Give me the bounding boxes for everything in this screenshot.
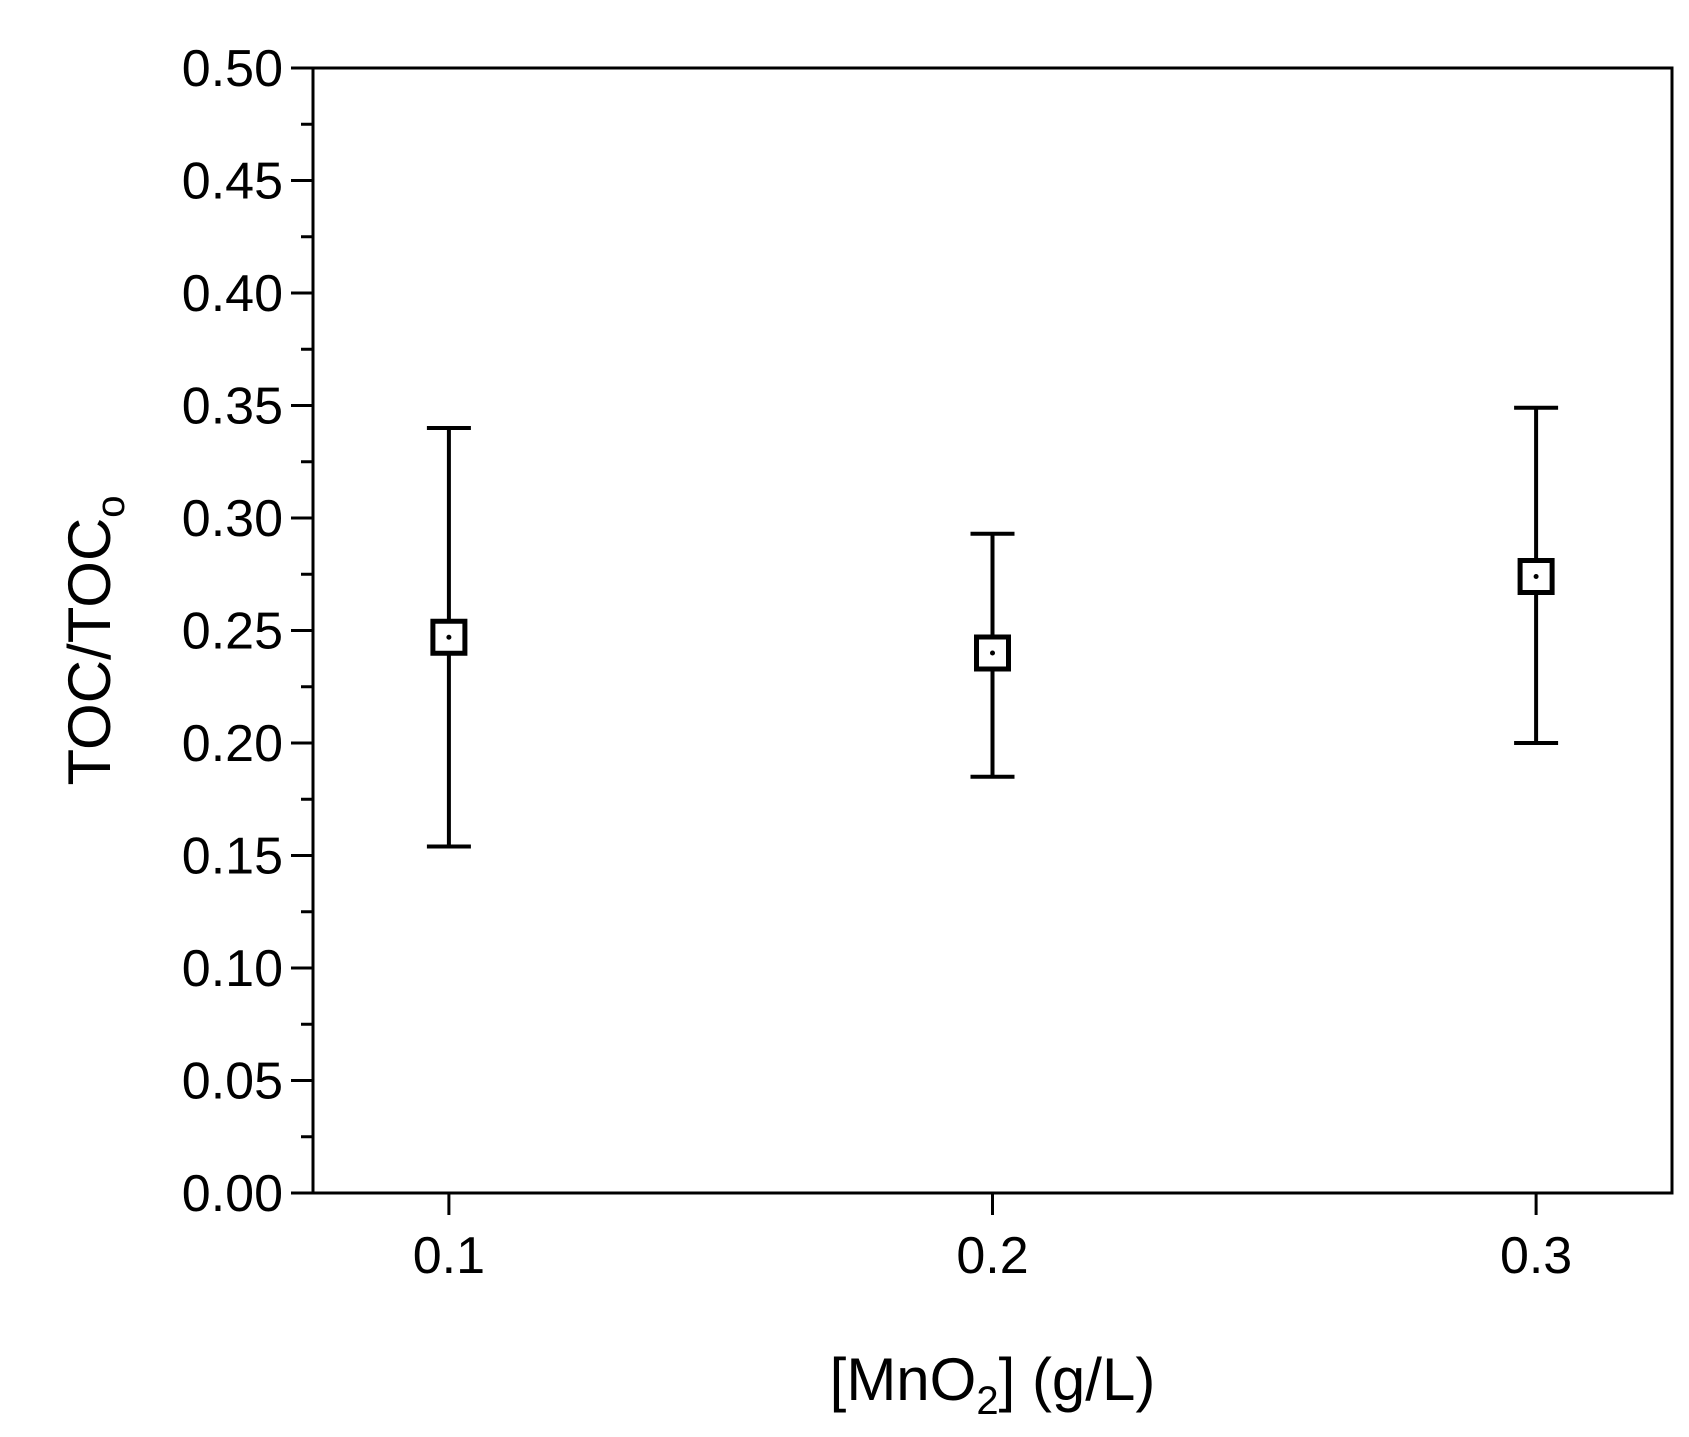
- x-tick-label: 0.3: [1500, 1227, 1572, 1285]
- y-tick-label: 0.30: [182, 490, 283, 548]
- x-axis-title-main: [MnO: [830, 1346, 977, 1413]
- y-tick-label: 0.25: [182, 603, 283, 661]
- y-tick-label: 0.05: [182, 1053, 283, 1111]
- marks-layer: [426, 405, 1559, 849]
- data-point-group: [426, 426, 471, 849]
- y-tick-label: 0.50: [182, 40, 283, 98]
- ticks-layer: 0.00 0.05 0.10 0.15 0.20 0.25 0.30 0.35 0.40 0.45…: [182, 40, 1572, 1285]
- y-tick-label: 0.35: [182, 378, 283, 436]
- y-tick-label: 0.00: [182, 1165, 283, 1223]
- y-tick-label: 0.15: [182, 828, 283, 886]
- plot-frame: [311, 66, 1674, 1195]
- y-tick-label: 0.45: [182, 153, 283, 211]
- y-axis-title-sub: o: [89, 495, 133, 517]
- data-point-center-dot: [1533, 574, 1539, 579]
- y-tick-label: 0.40: [182, 265, 283, 323]
- y-axis-title: TOC/TOCo: [56, 495, 133, 785]
- x-tick-label: 0.1: [413, 1227, 485, 1285]
- x-axis-title-sub: 2: [976, 1379, 998, 1423]
- x-tick-label: 0.2: [956, 1227, 1028, 1285]
- y-tick-label: 0.10: [182, 940, 283, 998]
- data-point-center-dot: [990, 650, 995, 656]
- data-point-group: [1514, 405, 1559, 745]
- y-tick-label: 0.20: [182, 715, 283, 773]
- data-point-center-dot: [446, 634, 452, 640]
- data-point-marker: [974, 634, 1011, 672]
- data-point-group: [970, 531, 1015, 779]
- y-axis-title-main: TOC/TOC: [56, 518, 123, 786]
- x-axis-title-rest: ] (g/L): [999, 1346, 1156, 1413]
- x-axis-title: [MnO2] (g/L): [830, 1346, 1156, 1423]
